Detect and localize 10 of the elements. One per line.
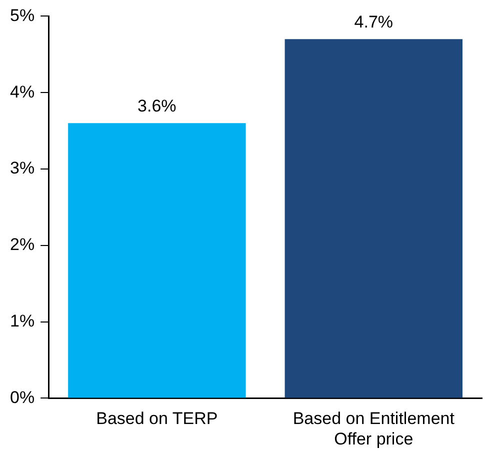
y-tick-label: 0% xyxy=(10,388,35,407)
y-tick-label: 2% xyxy=(10,235,35,254)
y-tick-label: 4% xyxy=(10,82,35,102)
data-label: 4.7% xyxy=(354,12,394,32)
y-tick-label: 5% xyxy=(10,6,35,25)
x-tick-label: Based on Entitlement Offer price xyxy=(292,409,455,448)
data-label: 3.6% xyxy=(138,96,176,116)
y-tick-label: 3% xyxy=(10,158,35,178)
y-tick-label: 1% xyxy=(10,311,35,330)
x-tick-label: Based on TERP xyxy=(96,409,218,428)
